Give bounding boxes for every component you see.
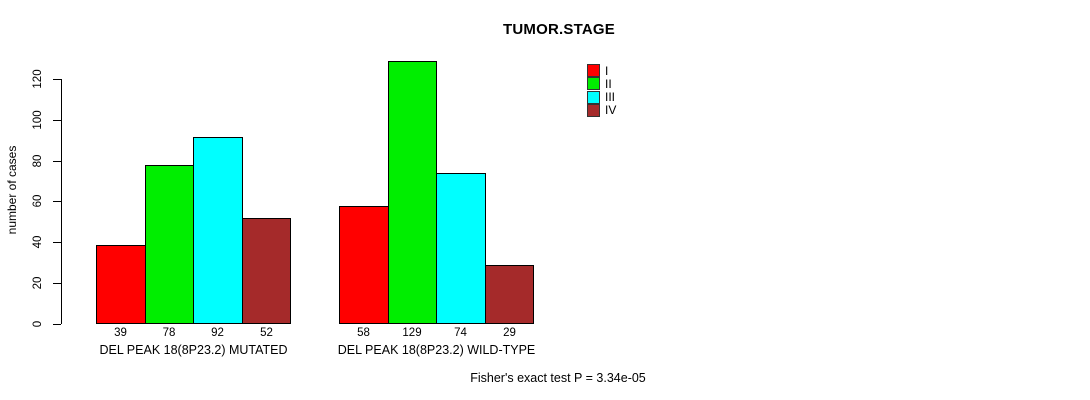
bar-value-label: 29 [503,327,516,339]
legend-swatch-iv [587,103,600,117]
bar-stage-i [96,245,146,324]
y-tick-mark [53,283,61,284]
legend-label-iii: III [605,90,616,105]
y-tick-label: 0 [32,320,44,328]
y-tick-mark [53,242,61,243]
y-tick-mark [53,161,61,162]
bar-stage-iv [485,265,534,324]
bar-stage-ii [388,61,437,324]
bar-value-label: 52 [260,327,273,339]
bar-stage-ii [145,165,194,324]
bar-stage-iii [193,137,243,324]
y-tick-label: 120 [32,69,44,89]
y-axis-label: number of cases [5,145,19,235]
legend-label-iv: IV [605,103,617,118]
group-label: DEL PEAK 18(8P23.2) WILD-TYPE [337,343,536,357]
y-tick-mark [53,79,61,80]
y-tick-label: 20 [32,276,44,290]
legend-swatch-iii [587,90,600,104]
legend-label-ii: II [605,76,612,91]
y-tick-mark [53,120,61,121]
y-axis-line [61,79,62,324]
legend-swatch-i [587,64,600,77]
bar-value-label: 92 [211,327,224,339]
y-tick-label: 40 [32,235,44,249]
legend-swatch-ii [587,77,600,91]
bar-value-label: 129 [402,327,422,339]
bar-stage-iii [436,173,486,324]
bar-value-label: 39 [114,327,127,339]
bar-value-label: 78 [162,327,176,339]
y-tick-mark [53,201,61,202]
y-tick-label: 60 [32,194,44,208]
bar-stage-iv [242,218,291,324]
stats-annotation: Fisher's exact test P = 3.34e-05 [470,371,646,385]
bar-value-label: 74 [454,327,467,339]
y-tick-mark [53,324,61,325]
bar-value-label: 58 [357,327,370,339]
y-tick-label: 100 [32,110,44,130]
legend-label-i: I [605,63,609,78]
bar-stage-i [339,206,389,324]
chart-title: TUMOR.STAGE [503,21,615,38]
y-tick-label: 80 [32,154,44,168]
group-label: DEL PEAK 18(8P23.2) MUTATED [99,343,288,357]
